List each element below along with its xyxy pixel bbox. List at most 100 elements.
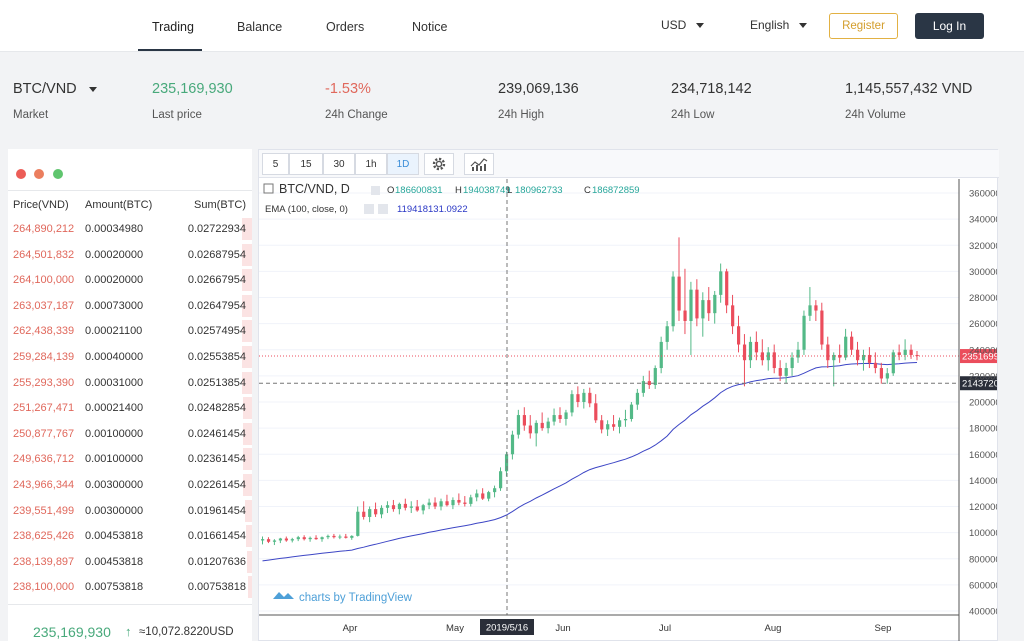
login-button[interactable]: Log In <box>915 13 984 39</box>
row-amount: 0.00100000 <box>85 427 144 440</box>
currency-dropdown[interactable]: USD <box>661 18 705 32</box>
candle-body <box>748 341 753 361</box>
candle-body <box>409 506 413 508</box>
green-dot-icon[interactable] <box>52 169 63 179</box>
candle-body <box>808 305 812 316</box>
ohlc-value: 194038749 <box>463 185 511 196</box>
y-tick-label: 200000000 <box>969 398 997 409</box>
red-dot-icon[interactable] <box>16 169 26 179</box>
nav-item-orders[interactable]: Orders <box>326 20 365 34</box>
depth-bar <box>242 294 252 317</box>
nav-item-balance[interactable]: Balance <box>237 20 283 34</box>
orderbook-row[interactable]: 250,877,767 0.00100000 0.02461454 <box>8 421 252 447</box>
timeframe-30[interactable]: 30 <box>323 153 355 175</box>
orderbook-row[interactable]: 238,139,897 0.00453818 0.01207636 <box>8 549 252 575</box>
market-selector[interactable]: BTC/VND Market <box>13 80 97 121</box>
row-price: 250,877,767 <box>13 427 75 440</box>
language-dropdown[interactable]: English <box>750 18 808 32</box>
y-tick-label: 280000000 <box>969 293 997 304</box>
orderbook-row[interactable]: 264,100,000 0.00020000 0.02667954 <box>8 267 252 293</box>
orderbook-row[interactable]: 251,267,471 0.00021400 0.02482854 <box>8 395 252 421</box>
low-stat: 234,718,142 24h Low <box>671 80 752 121</box>
candle-body <box>635 392 640 405</box>
candle-body <box>516 415 521 435</box>
candle-body <box>266 539 271 542</box>
depth-bar <box>242 371 252 394</box>
orderbook-row[interactable]: 259,284,139 0.00040000 0.02553854 <box>8 344 252 370</box>
candle-body <box>362 511 366 517</box>
candle-body <box>719 271 723 295</box>
candle-body <box>528 425 532 434</box>
row-amount: 0.00100000 <box>85 453 144 466</box>
nav-item-trading[interactable]: Trading <box>152 20 194 34</box>
orderbook-row[interactable]: 239,551,499 0.00300000 0.01961454 <box>8 498 252 524</box>
orderbook-row[interactable]: 238,625,426 0.00453818 0.01661454 <box>8 523 252 549</box>
candle-body <box>427 502 431 506</box>
top-navbar: Trading Balance Orders Notice USD English R… <box>0 0 1024 52</box>
ohlc-key: H <box>455 185 462 196</box>
row-amount: 0.00753818 <box>85 581 144 594</box>
candle-body <box>296 537 300 540</box>
row-amount: 0.00300000 <box>85 479 144 491</box>
volume-label: 24h Volume <box>845 109 906 121</box>
divider <box>8 190 252 191</box>
orderbook-row[interactable]: 262,438,339 0.00021100 0.02574954 <box>8 318 252 344</box>
row-price: 255,293,390 <box>13 376 75 389</box>
candle-body <box>439 501 443 507</box>
row-sum: 0.01207636 <box>187 555 246 568</box>
last-price-tag <box>960 349 997 364</box>
row-price: 249,636,712 <box>13 453 75 466</box>
orderbook-row[interactable]: 255,293,390 0.00031000 0.02513854 <box>8 370 252 396</box>
candle-body <box>826 344 830 361</box>
candle-body <box>261 539 265 541</box>
indicator-close-icon <box>378 204 388 214</box>
register-button[interactable]: Register <box>829 13 898 39</box>
indicators-button[interactable] <box>464 153 494 175</box>
nav-item-notice[interactable]: Notice <box>412 20 448 34</box>
y-tick-label: 260000000 <box>969 319 997 330</box>
candle-body <box>356 511 360 536</box>
row-sum: 0.02482854 <box>187 402 246 415</box>
timeframe-5[interactable]: 5 <box>262 153 289 175</box>
orderbook-row[interactable]: 249,636,712 0.00100000 0.02361454 <box>8 446 252 472</box>
candle-body <box>522 415 526 426</box>
candle-body <box>689 289 693 322</box>
candle-body <box>445 501 449 506</box>
settings-button[interactable] <box>424 153 454 175</box>
orderbook-row[interactable]: 243,966,344 0.00300000 0.02261454 <box>8 472 252 498</box>
crosshair-price-tag-label: 214372052 <box>962 379 997 390</box>
orderbook-row[interactable]: 264,890,212 0.00034980 0.02722934 <box>8 216 252 242</box>
candle-body <box>481 493 485 499</box>
candle-body <box>487 492 491 499</box>
orderbook-row[interactable]: 238,100,000 0.00753818 0.00753818 <box>8 574 252 600</box>
candle-body <box>278 538 283 541</box>
candle-body <box>850 336 854 350</box>
candle-body <box>594 403 598 421</box>
candle-body <box>856 349 860 361</box>
candle-body <box>891 352 895 374</box>
row-sum: 0.02667954 <box>187 274 246 287</box>
row-sum: 0.02513854 <box>187 376 246 389</box>
timeframe-1h[interactable]: 1h <box>355 153 387 175</box>
row-amount: 0.00031000 <box>85 376 144 389</box>
orange-dot-icon[interactable] <box>34 169 45 179</box>
orderbook-row[interactable]: 264,501,832 0.00020000 0.02687954 <box>8 242 252 268</box>
row-sum: 0.02361454 <box>187 453 246 466</box>
candle-body <box>385 505 390 508</box>
candle-body <box>284 538 288 541</box>
timeframe-15[interactable]: 15 <box>289 153 323 175</box>
row-sum: 0.02687954 <box>187 248 246 261</box>
candle-body <box>814 305 818 311</box>
candle-body <box>302 537 306 540</box>
orderbook-row[interactable]: 263,037,187 0.00073000 0.02647954 <box>8 293 252 319</box>
high-value: 239,069,136 <box>498 81 579 97</box>
candle-body <box>588 392 592 404</box>
timeframe-1d[interactable]: 1D <box>387 153 419 175</box>
depth-bar <box>245 525 252 548</box>
row-price: 243,966,344 <box>13 479 75 491</box>
row-sum: 0.02574954 <box>187 325 246 338</box>
candle-body <box>659 341 663 369</box>
arrow-up-icon: ↑ <box>125 624 132 639</box>
order-book-panel: Price(VND) Amount(BTC) Sum(BTC) 264,890,… <box>8 149 252 641</box>
